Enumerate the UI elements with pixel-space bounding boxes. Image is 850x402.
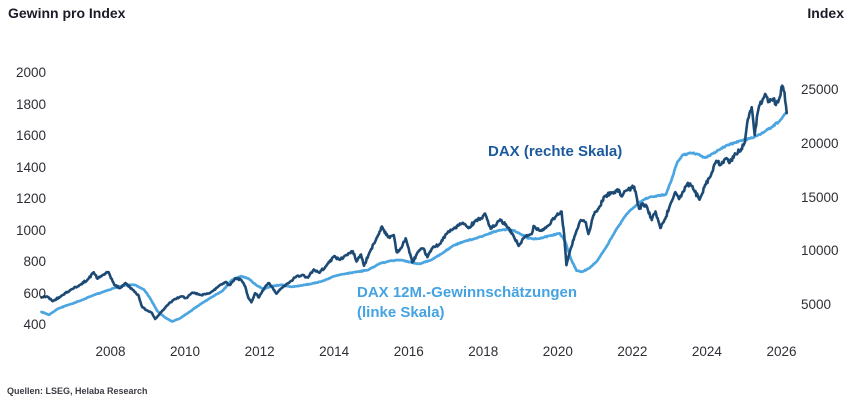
x-tick-2016: 2016 [393, 344, 424, 359]
x-tick-2020: 2020 [542, 344, 573, 359]
dax-line [40, 84, 788, 321]
left-tick-1200: 1200 [15, 191, 46, 206]
right-tick-20000: 20000 [801, 135, 839, 151]
left-tick-1000: 1000 [15, 222, 46, 238]
left-tick-1600: 1600 [15, 128, 46, 143]
right-tick-5000: 5000 [801, 297, 832, 312]
left-tick-2000: 2000 [15, 65, 46, 80]
right-tick-10000: 10000 [801, 243, 839, 259]
right-tick-25000: 25000 [801, 82, 839, 97]
source-note: Quellen: LSEG, Helaba Research [7, 386, 148, 396]
x-tick-2018: 2018 [468, 344, 499, 359]
left-tick-400: 400 [23, 317, 46, 332]
right-tick-15000: 15000 [801, 189, 839, 205]
x-tick-2010: 2010 [170, 344, 201, 359]
legend-label-estimates-line1: DAX 12M.-Gewinnschätzungen [357, 284, 578, 301]
right-axis-title: Index [807, 5, 844, 21]
left-axis-title: Gewinn pro Index [8, 5, 126, 21]
x-tick-2008: 2008 [95, 344, 126, 359]
estimates-line [40, 110, 789, 323]
x-tick-2026: 2026 [766, 344, 797, 359]
legend-label-dax: DAX (rechte Skala) [488, 143, 623, 160]
left-tick-600: 600 [23, 285, 46, 301]
legend-label-estimates: DAX 12M.-Gewinnschätzungen (linke Skala) [357, 283, 577, 323]
x-tick-2024: 2024 [691, 344, 722, 359]
left-tick-800: 800 [23, 254, 46, 269]
x-tick-2012: 2012 [244, 344, 275, 359]
x-tick-2022: 2022 [617, 344, 648, 359]
x-tick-2014: 2014 [319, 344, 350, 359]
left-tick-1800: 1800 [15, 96, 46, 112]
legend-label-estimates-line2: (linke Skala) [357, 304, 445, 321]
left-tick-1400: 1400 [15, 159, 46, 175]
